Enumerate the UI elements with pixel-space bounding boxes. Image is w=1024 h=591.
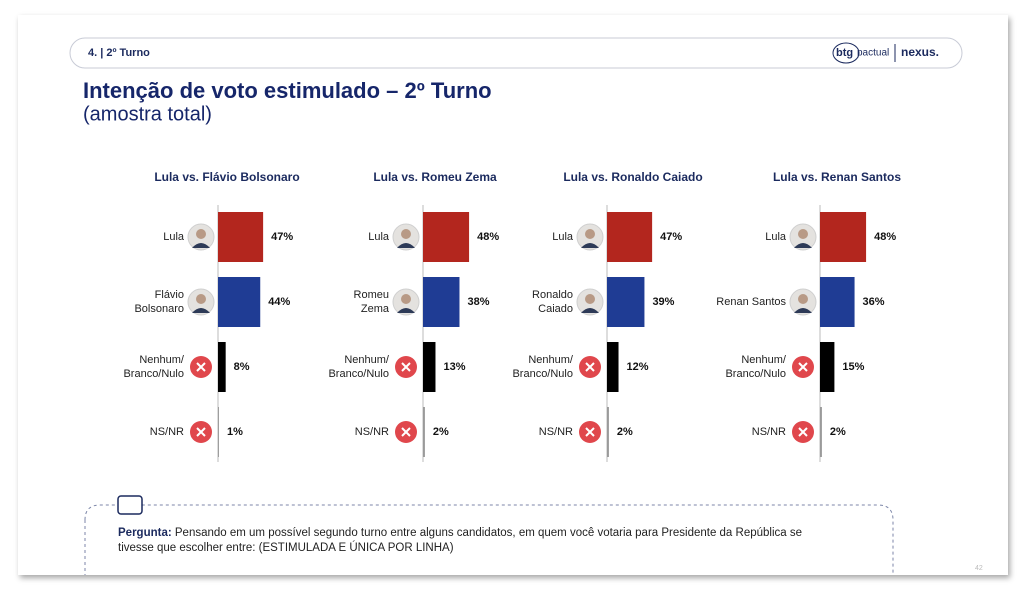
category-label: Lula (765, 231, 787, 243)
question-text-2: tivesse que escolher entre: (ESTIMULADA … (118, 541, 454, 554)
chart-title: Lula vs. Renan Santos (773, 170, 901, 184)
photo-body (192, 243, 210, 248)
header-pill (69, 37, 963, 69)
photo-body (794, 243, 812, 248)
photo-head (196, 294, 206, 304)
none-icon-x (585, 362, 595, 372)
value-label: 2% (617, 426, 633, 438)
value-label: 15% (842, 361, 864, 373)
photo-body (397, 243, 415, 248)
title: Intenção de voto estimulado – 2º Turno (83, 78, 492, 103)
value-label: 38% (467, 296, 489, 308)
category-label: Lula (552, 231, 574, 243)
brand-nexus: nexus. (901, 45, 939, 59)
value-label: 36% (863, 296, 885, 308)
bar (218, 277, 261, 327)
none-icon-x (401, 427, 411, 437)
bar (820, 407, 822, 457)
photo-head (798, 229, 808, 239)
value-label: 48% (477, 231, 499, 243)
bar (218, 407, 219, 457)
question-text-1: Pensando em um possível segundo turno en… (175, 527, 802, 539)
category-label: NS/NR (150, 426, 184, 438)
category-label: NS/NR (752, 426, 786, 438)
category-label: NS/NR (355, 426, 389, 438)
value-label: 44% (268, 296, 290, 308)
category-label: Nenhum/Branco/Nulo (123, 354, 184, 380)
photo-head (585, 294, 595, 304)
bar (820, 342, 835, 392)
photo-head (401, 229, 411, 239)
photo-body (581, 308, 599, 313)
none-icon-x (401, 362, 411, 372)
value-label: 47% (271, 231, 293, 243)
none-icon-x (798, 427, 808, 437)
category-label: Nenhum/Branco/Nulo (328, 354, 389, 380)
category-label: Nenhum/Branco/Nulo (725, 354, 786, 380)
bar (218, 212, 264, 262)
bar (423, 277, 460, 327)
value-label: 48% (874, 231, 896, 243)
value-label: 2% (830, 426, 846, 438)
question-icon (117, 495, 143, 515)
brand-pactual: pactual (857, 48, 889, 59)
bar (820, 277, 855, 327)
category-label: Lula (163, 231, 185, 243)
subtitle: (amostra total) (83, 103, 212, 125)
bar (607, 212, 653, 262)
value-label: 47% (660, 231, 682, 243)
none-icon-x (585, 427, 595, 437)
bar (423, 212, 470, 262)
bar (820, 212, 867, 262)
category-label: Lula (368, 231, 390, 243)
page-number: 42 (975, 565, 983, 572)
chart-title: Lula vs. Ronaldo Caiado (563, 170, 702, 184)
question: Pergunta: Pensando em um possível segund… (118, 527, 802, 539)
photo-head (196, 229, 206, 239)
category-label: Renan Santos (716, 296, 786, 308)
chart-title: Lula vs. Romeu Zema (373, 170, 497, 184)
none-icon-x (798, 362, 808, 372)
value-label: 2% (433, 426, 449, 438)
photo-body (192, 308, 210, 313)
bar (607, 342, 619, 392)
chart-title: Lula vs. Flávio Bolsonaro (154, 170, 299, 184)
bar (218, 342, 226, 392)
photo-body (581, 243, 599, 248)
question-box (84, 504, 894, 575)
photo-body (397, 308, 415, 313)
value-label: 13% (443, 361, 465, 373)
value-label: 1% (227, 426, 243, 438)
category-label: Nenhum/Branco/Nulo (512, 354, 573, 380)
category-label: NS/NR (539, 426, 573, 438)
btg-ring (832, 42, 860, 64)
value-label: 8% (234, 361, 250, 373)
category-label: Romeu Zema (354, 289, 390, 315)
bar (423, 407, 425, 457)
none-icon-x (196, 427, 206, 437)
value-label: 39% (652, 296, 674, 308)
brand-btg: btg (836, 47, 853, 59)
photo-body (794, 308, 812, 313)
none-icon-x (196, 362, 206, 372)
question-label: Pergunta: (118, 527, 172, 539)
category-label: Ronaldo Caiado (532, 289, 573, 315)
bar (607, 407, 609, 457)
photo-head (585, 229, 595, 239)
bar (607, 277, 645, 327)
bar (423, 342, 436, 392)
value-label: 12% (627, 361, 649, 373)
photo-head (798, 294, 808, 304)
section-label: 4. | 2º Turno (88, 47, 150, 59)
photo-head (401, 294, 411, 304)
category-label: Flávio Bolsonaro (134, 289, 184, 315)
